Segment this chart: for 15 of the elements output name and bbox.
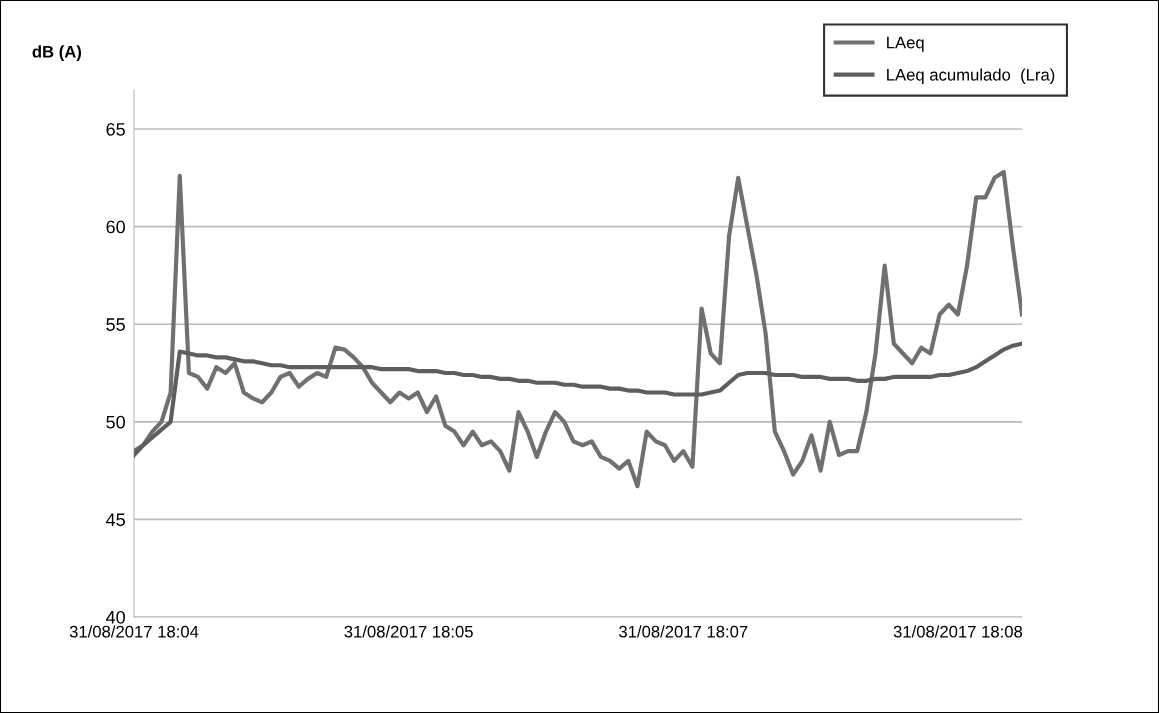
legend-label: LAeq — [887, 36, 924, 52]
line-series — [134, 341, 1022, 458]
legend-label: LAeq acumulado (Lra) — [887, 68, 1055, 84]
y-tick-label: 60 — [106, 220, 125, 234]
y-tick-label: 65 — [106, 122, 125, 136]
x-tick-label: 31/08/2017 18:08 — [893, 625, 1023, 638]
y-tick-label: 40 — [106, 610, 125, 624]
y-axis-title: dB (A) — [32, 45, 82, 61]
line-series — [134, 169, 1022, 489]
x-tick-label: 31/08/2017 18:04 — [69, 625, 199, 638]
x-tick-label: 31/08/2017 18:05 — [344, 625, 473, 638]
y-tick-label: 50 — [106, 415, 125, 429]
y-tick-label: 55 — [106, 318, 125, 331]
x-tick-label: 31/08/2017 18:07 — [619, 625, 748, 638]
y-tick-label: 45 — [106, 513, 125, 527]
